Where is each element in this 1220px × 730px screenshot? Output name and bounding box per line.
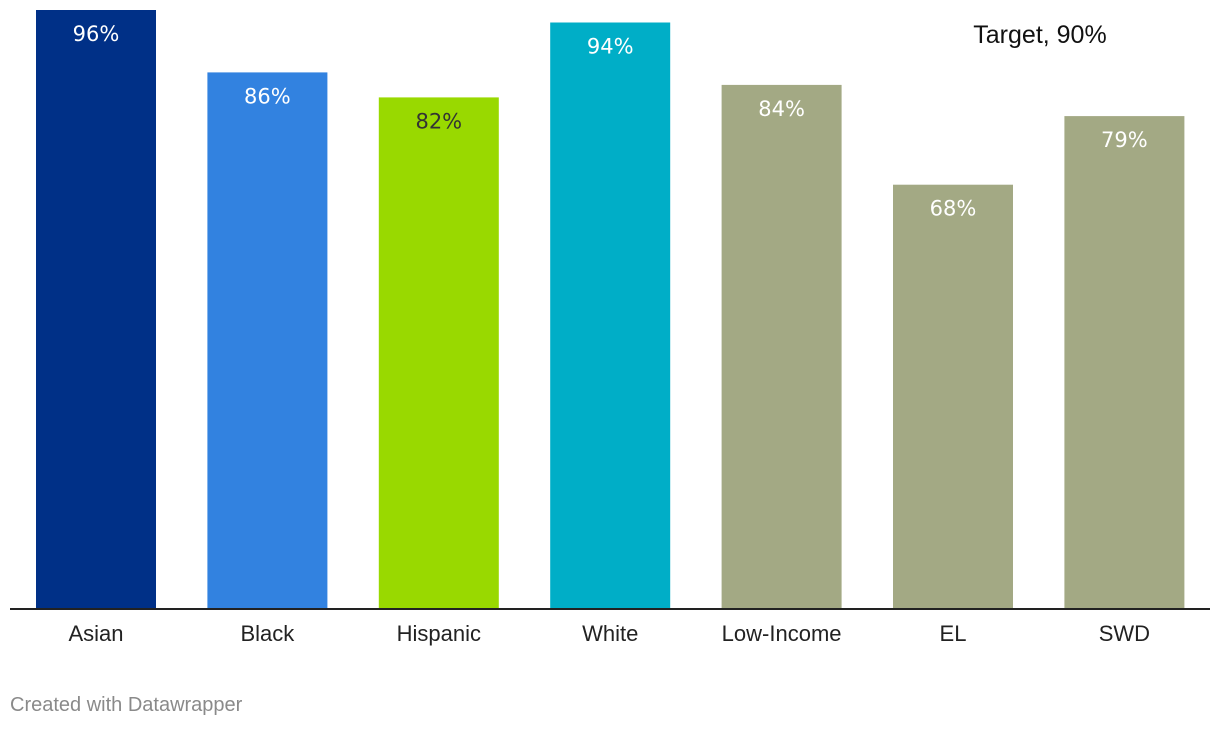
value-label: 96% (73, 22, 120, 46)
bar-black (207, 72, 328, 609)
bar-white (550, 22, 671, 609)
category-label: Hispanic (397, 621, 481, 646)
target-annotation: Target, 90% (973, 21, 1106, 49)
category-label: Low-Income (722, 621, 842, 646)
value-label: 94% (587, 35, 634, 59)
bar-swd (1064, 116, 1185, 609)
category-label: EL (940, 621, 967, 646)
value-label: 82% (415, 109, 462, 133)
category-label: Black (241, 621, 296, 646)
category-label: White (582, 621, 638, 646)
bar-chart: 96% Asian 86% Black 82% Hispanic 94% White 84% Lo… (10, 10, 1210, 646)
value-label: 86% (244, 84, 291, 108)
bar-hispanic (378, 97, 499, 610)
value-label: 84% (758, 97, 805, 121)
bar-low-income (721, 84, 842, 609)
value-label: 68% (930, 197, 977, 221)
value-label: 79% (1101, 128, 1148, 152)
category-label: SWD (1099, 621, 1150, 646)
bar-el (893, 184, 1013, 609)
bar-asian (36, 10, 156, 609)
credit-text: Created with Datawrapper (10, 694, 243, 716)
category-label: Asian (68, 621, 123, 646)
bars-group: 96% Asian 86% Black 82% Hispanic 94% White 84% Lo… (36, 10, 1185, 646)
